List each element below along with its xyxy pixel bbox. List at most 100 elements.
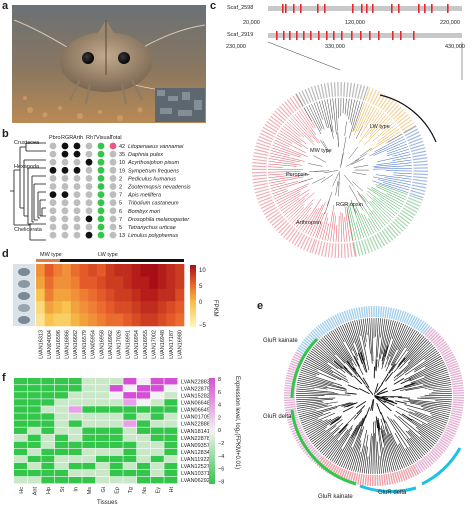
expr-cell (109, 413, 123, 420)
expr-cell (55, 427, 69, 434)
leaf-label-mark (411, 316, 418, 328)
leaf-label-mark (252, 174, 267, 177)
gene-marker (282, 4, 284, 13)
heat-cell (114, 264, 124, 277)
leaf-label-mark (390, 222, 402, 235)
leaf-label-mark (389, 473, 394, 485)
total-dot (109, 183, 117, 190)
expr-cell (123, 399, 137, 406)
tree-branch (408, 446, 419, 461)
tree-branch (268, 166, 283, 168)
tree-branch (421, 406, 451, 414)
leaf-label-mark (415, 319, 423, 330)
leaf-label-mark (331, 243, 334, 258)
tree-branch (355, 400, 367, 409)
expr-cell (109, 441, 123, 449)
f-cb-tick: 0 (218, 428, 221, 434)
tree-branch (424, 384, 452, 389)
gene-label: LVAN16980 (178, 330, 184, 359)
dot (49, 191, 57, 199)
gene-label: LVAN16682 (73, 330, 79, 359)
tree-branch (358, 388, 370, 395)
leaf-label-mark (376, 233, 386, 247)
expr-cell (123, 462, 137, 470)
heat-cell (44, 264, 54, 277)
expr-cell (150, 413, 164, 420)
leaf-label-mark (412, 464, 420, 475)
expr-cell (68, 427, 82, 434)
tree-branch (306, 106, 322, 135)
leaf-label-mark (323, 320, 331, 331)
tree-branch (417, 397, 452, 401)
dot (97, 142, 105, 150)
tree-branch (303, 420, 323, 430)
species-total: 35 (119, 152, 125, 158)
tree-branch (365, 318, 368, 335)
expr-cell (137, 476, 151, 484)
expr-cell (109, 469, 123, 477)
tree-branch (347, 384, 359, 390)
gene-label: LVAN09357 (181, 443, 210, 449)
leaf-label-mark (351, 83, 356, 98)
heat-cell (149, 301, 159, 314)
tree-branch (432, 388, 452, 391)
leaf-label-mark (339, 312, 345, 324)
expr-cell (137, 406, 151, 413)
leaf-label-mark (392, 108, 405, 120)
leaf-label-mark (427, 329, 437, 339)
tree-branch (296, 386, 315, 390)
heat-cell (53, 313, 63, 327)
tree-branch (289, 207, 304, 222)
tree-branch (310, 350, 328, 364)
tree-branch (374, 136, 404, 153)
leaf-label-mark (386, 102, 397, 114)
tree-branch (295, 173, 310, 177)
expr-cell (14, 420, 28, 427)
tree-branch (316, 427, 340, 450)
tree-branch (403, 375, 450, 389)
tree-branch (377, 318, 386, 368)
tree-branch (321, 337, 346, 364)
tree-branch (428, 392, 452, 395)
tree-branch (430, 413, 449, 420)
expr-cell (137, 399, 151, 406)
species-total: 19 (119, 168, 125, 174)
expr-cell (164, 476, 178, 484)
leaf-label-mark (252, 158, 268, 162)
clade-chelicerata: Chelicerata (14, 227, 43, 233)
expr-cell (109, 378, 123, 385)
tissue-label: Gi (101, 487, 107, 493)
heat-cell (105, 276, 115, 290)
tree-branch (269, 176, 304, 184)
tree-branch (291, 199, 314, 224)
gene-label: LVAN16954 (134, 330, 140, 359)
col-header-visual: Visual (96, 135, 111, 141)
tree-branch (404, 373, 449, 388)
tree-branch (344, 121, 347, 136)
leaf-label-mark (310, 452, 320, 462)
tree-branch (369, 138, 406, 156)
species-name: Zootermopsis nevadensis (127, 185, 191, 191)
expr-cell (82, 434, 96, 441)
leaf-label-mark (398, 470, 404, 482)
heat-cell (123, 276, 133, 290)
leaf-label-mark (394, 111, 407, 122)
expr-cell (27, 406, 41, 413)
gene-marker (300, 4, 302, 13)
leaf-label-mark (364, 474, 367, 486)
expr-cell (27, 420, 41, 427)
species-name: Pediculus humanus (128, 176, 176, 182)
tree-branch (306, 416, 339, 436)
leaf-label-mark (273, 218, 286, 229)
leaf-label-mark (418, 322, 427, 332)
expr-cell (109, 462, 123, 470)
tree-branch (348, 185, 357, 199)
expr-cell (27, 392, 41, 399)
heat-cell (44, 288, 54, 302)
leaf-label-mark (315, 326, 324, 336)
leaf-label-mark (386, 307, 390, 319)
heat-cell (123, 288, 133, 302)
tree-branch (346, 209, 353, 241)
expr-cell (14, 385, 28, 392)
heat-cell (70, 264, 80, 277)
